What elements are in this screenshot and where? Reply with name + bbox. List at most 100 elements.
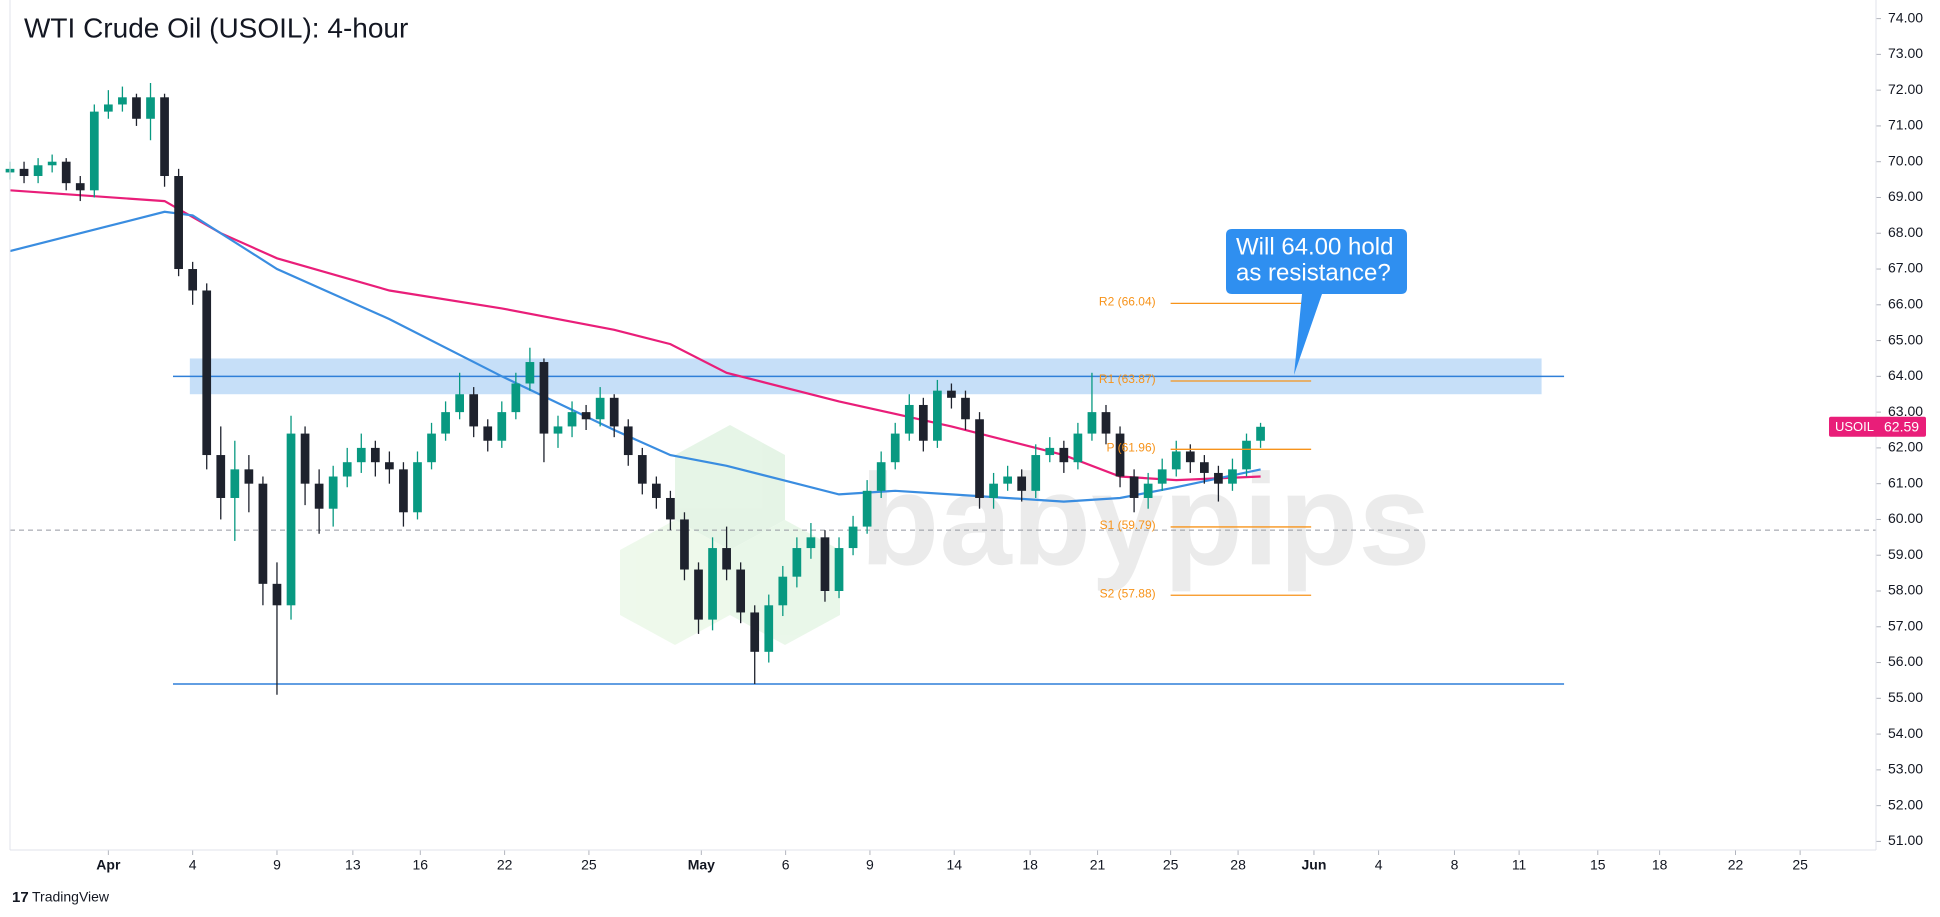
x-tick-label: 25 — [581, 857, 597, 873]
x-tick-label: 18 — [1022, 857, 1038, 873]
candle-body — [525, 362, 535, 384]
price-tag-symbol: USOIL — [1835, 419, 1874, 434]
candle-body — [75, 183, 85, 191]
candle-body — [61, 161, 71, 184]
x-tick-label: 9 — [273, 857, 281, 873]
y-tick-label: 57.00 — [1888, 617, 1923, 633]
x-tick-label: 25 — [1163, 857, 1179, 873]
y-tick-label: 55.00 — [1888, 689, 1923, 705]
x-tick-label: 4 — [1375, 857, 1383, 873]
pivot-label: P (61.96) — [1106, 440, 1155, 454]
y-tick-label: 66.00 — [1888, 296, 1923, 312]
price-tag — [1829, 416, 1926, 437]
candle-body — [876, 462, 886, 491]
candle-body — [722, 548, 731, 570]
candle-body — [174, 176, 183, 270]
candle-body — [216, 455, 226, 498]
candle-body — [1129, 476, 1139, 498]
candle-body — [1017, 476, 1027, 491]
candle-body — [764, 605, 774, 652]
pivot-label: S2 (57.88) — [1100, 586, 1156, 600]
pivot-label: R1 (63.87) — [1099, 372, 1156, 386]
candle-body — [1256, 426, 1265, 441]
candle-body — [750, 612, 760, 652]
candle-body — [118, 97, 127, 105]
candle-body — [637, 455, 647, 484]
y-tick-label: 52.00 — [1888, 796, 1923, 812]
x-tick-label: 18 — [1652, 857, 1668, 873]
y-tick-label: 60.00 — [1888, 510, 1923, 526]
y-tick-label: 71.00 — [1888, 117, 1923, 133]
y-tick-label: 58.00 — [1888, 582, 1923, 598]
x-tick-label: 4 — [189, 857, 197, 873]
x-tick-label: 25 — [1792, 857, 1808, 873]
candle-body — [680, 519, 689, 570]
candle-body — [441, 412, 450, 434]
candle-body — [792, 548, 802, 577]
x-tick-label: 16 — [413, 857, 429, 873]
y-tick-label: 59.00 — [1888, 546, 1923, 562]
candle-body — [666, 497, 675, 520]
candle-body — [272, 583, 282, 606]
moving-average — [9, 189, 1261, 482]
candle-body — [609, 397, 619, 427]
callout: Will 64.00 hold as resistance? — [1226, 229, 1407, 375]
y-tick-label: 62.00 — [1888, 439, 1923, 455]
x-tick-label: Apr — [96, 857, 121, 873]
y-tick-label: 72.00 — [1888, 81, 1923, 97]
candle-body — [1059, 447, 1069, 463]
candle-body — [595, 397, 605, 420]
candle-body — [1031, 455, 1041, 491]
candle-body — [469, 394, 479, 427]
candle-body — [1003, 476, 1012, 484]
y-tick-label: 54.00 — [1888, 725, 1923, 741]
footer-logo: 17 — [12, 889, 29, 906]
candle-body — [778, 576, 788, 606]
candle-body — [539, 362, 549, 434]
candle-body — [413, 462, 422, 513]
candle-body — [1045, 447, 1055, 456]
y-tick-label: 73.00 — [1888, 45, 1923, 61]
candle-body — [33, 165, 43, 177]
candle-body — [104, 104, 113, 112]
y-tick-label: 64.00 — [1888, 367, 1923, 383]
chart-title: WTI Crude Oil (USOIL): 4-hour — [24, 12, 408, 43]
candle-body — [1115, 433, 1125, 477]
candle-body — [890, 433, 900, 463]
candle-body — [427, 433, 436, 463]
price-tag-value: 62.59 — [1884, 418, 1919, 434]
candle-body — [947, 390, 956, 398]
candle-body — [328, 476, 338, 509]
y-tick-label: 69.00 — [1888, 188, 1923, 204]
candle-body — [806, 537, 816, 549]
y-tick-label: 65.00 — [1888, 331, 1923, 347]
x-tick-label: 22 — [1728, 857, 1744, 873]
candle-body — [1199, 462, 1209, 473]
candle-body — [848, 526, 858, 549]
candle-body — [258, 483, 268, 584]
candle-body — [300, 433, 310, 484]
candle-body — [975, 419, 984, 498]
candle-body — [455, 394, 464, 413]
candle-body — [146, 97, 155, 119]
candle-body — [1143, 483, 1153, 498]
candle-body — [370, 447, 380, 463]
x-tick-label: 21 — [1090, 857, 1106, 873]
pivot-label: R2 (66.04) — [1099, 295, 1156, 309]
candle-body — [1073, 433, 1083, 463]
candle-body — [567, 412, 577, 427]
x-tick-label: 11 — [1512, 857, 1527, 873]
candle-body — [581, 412, 591, 420]
candle-body — [989, 483, 998, 498]
candle-body — [553, 426, 563, 434]
x-tick-label: 14 — [946, 857, 962, 873]
candle-body — [904, 404, 914, 434]
y-tick-label: 51.00 — [1888, 832, 1923, 848]
y-tick-label: 61.00 — [1888, 474, 1923, 490]
candle-body — [230, 469, 240, 498]
candle-body — [385, 462, 394, 470]
candle-body — [1087, 412, 1097, 434]
candle-body — [188, 269, 198, 291]
y-tick-label: 63.00 — [1888, 403, 1923, 419]
candle-body — [1214, 472, 1223, 484]
